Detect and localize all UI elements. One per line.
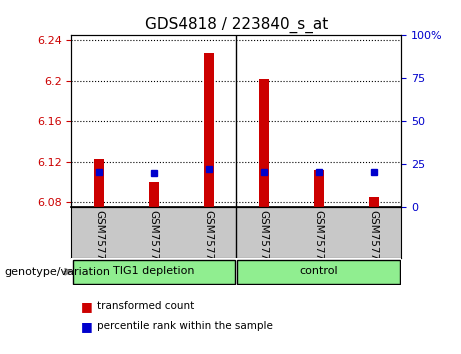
Text: GSM757759: GSM757759 bbox=[149, 210, 159, 273]
Text: ■: ■ bbox=[81, 300, 92, 313]
Text: ■: ■ bbox=[81, 320, 92, 333]
Text: GSM757757: GSM757757 bbox=[369, 210, 378, 273]
Bar bbox=[204, 53, 214, 207]
Bar bbox=[314, 170, 324, 207]
Bar bbox=[259, 79, 269, 207]
Text: transformed count: transformed count bbox=[97, 301, 194, 311]
Bar bbox=[149, 182, 159, 207]
Text: control: control bbox=[299, 266, 338, 276]
FancyBboxPatch shape bbox=[72, 260, 235, 284]
Text: GSM757756: GSM757756 bbox=[313, 210, 324, 273]
Text: percentile rank within the sample: percentile rank within the sample bbox=[97, 321, 273, 331]
FancyBboxPatch shape bbox=[237, 260, 400, 284]
Text: GSM757755: GSM757755 bbox=[259, 210, 269, 273]
Bar bbox=[369, 197, 378, 207]
Text: GSM757760: GSM757760 bbox=[204, 210, 214, 273]
Text: GSM757758: GSM757758 bbox=[94, 210, 104, 273]
Title: GDS4818 / 223840_s_at: GDS4818 / 223840_s_at bbox=[145, 16, 328, 33]
Text: TIG1 depletion: TIG1 depletion bbox=[113, 266, 195, 276]
Text: genotype/variation: genotype/variation bbox=[5, 267, 111, 277]
Bar bbox=[94, 159, 104, 207]
